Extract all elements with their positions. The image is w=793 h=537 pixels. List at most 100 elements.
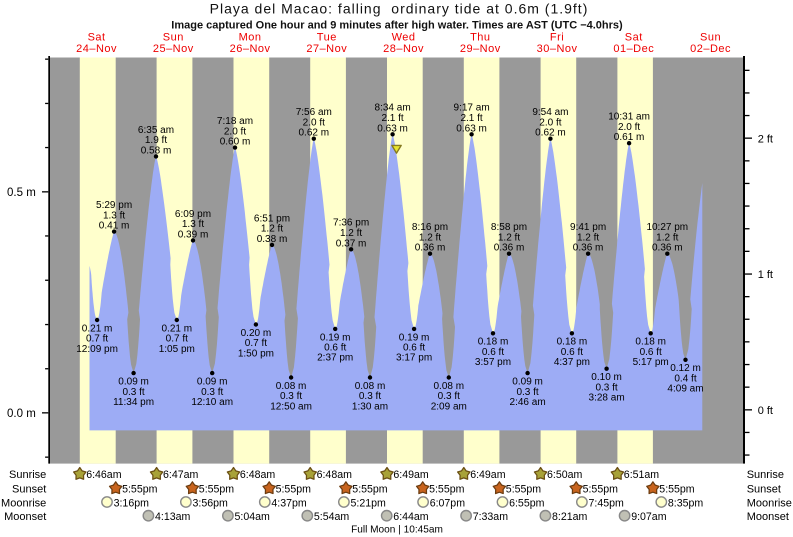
- svg-text:5:55pm: 5:55pm: [122, 483, 158, 495]
- svg-text:0.08 m: 0.08 m: [434, 381, 465, 392]
- svg-text:0.36 m: 0.36 m: [652, 243, 683, 254]
- svg-text:0.09 m: 0.09 m: [197, 377, 228, 388]
- svg-text:Mon: Mon: [239, 32, 262, 44]
- svg-text:Sunset: Sunset: [747, 483, 781, 495]
- svg-text:Thu: Thu: [470, 32, 490, 44]
- svg-text:0.08 m: 0.08 m: [355, 381, 386, 392]
- svg-text:0.6 ft: 0.6 ft: [482, 347, 504, 358]
- svg-text:0.6 ft: 0.6 ft: [324, 343, 346, 354]
- svg-text:0.6 ft: 0.6 ft: [403, 343, 425, 354]
- svg-text:Playa del Macao: falling ordi: Playa del Macao: falling ordinary tide a…: [210, 0, 589, 16]
- svg-text:0.6 ft: 0.6 ft: [561, 347, 583, 358]
- svg-text:6:49am: 6:49am: [470, 469, 506, 481]
- svg-text:1:30 am: 1:30 am: [352, 401, 388, 412]
- svg-text:0.7 ft: 0.7 ft: [86, 334, 108, 345]
- svg-text:27–Nov: 27–Nov: [306, 43, 347, 55]
- svg-text:2.0 ft: 2.0 ft: [224, 126, 246, 137]
- svg-text:5:55pm: 5:55pm: [429, 483, 465, 495]
- svg-text:0.09 m: 0.09 m: [512, 377, 543, 388]
- svg-text:2 ft: 2 ft: [758, 133, 773, 145]
- svg-text:1.2 ft: 1.2 ft: [340, 228, 362, 239]
- svg-text:7:36 pm: 7:36 pm: [333, 218, 369, 229]
- svg-text:1.9 ft: 1.9 ft: [145, 135, 167, 146]
- svg-text:Full Moon | 10:45am: Full Moon | 10:45am: [351, 524, 443, 535]
- svg-text:2.0 ft: 2.0 ft: [539, 117, 561, 128]
- svg-text:Moonset: Moonset: [4, 511, 46, 523]
- svg-text:0.58 m: 0.58 m: [141, 145, 172, 156]
- svg-text:8:21am: 8:21am: [552, 511, 588, 523]
- svg-text:0.5 m: 0.5 m: [7, 187, 36, 199]
- svg-text:2:46 am: 2:46 am: [510, 397, 546, 408]
- svg-text:0.63 m: 0.63 m: [377, 123, 408, 134]
- svg-text:6:48am: 6:48am: [317, 469, 353, 481]
- svg-text:0.41 m: 0.41 m: [99, 221, 130, 232]
- svg-text:5:55pm: 5:55pm: [276, 483, 312, 495]
- svg-text:9:41 pm: 9:41 pm: [570, 222, 606, 233]
- svg-text:0.3 ft: 0.3 ft: [122, 387, 144, 398]
- svg-text:Wed: Wed: [392, 32, 416, 44]
- svg-text:0.10 m: 0.10 m: [591, 372, 622, 383]
- svg-text:1:05 pm: 1:05 pm: [159, 344, 195, 355]
- svg-text:0.19 m: 0.19 m: [399, 332, 430, 343]
- svg-text:1.2 ft: 1.2 ft: [419, 232, 441, 243]
- svg-text:3:16pm: 3:16pm: [114, 497, 150, 509]
- svg-text:1.3 ft: 1.3 ft: [182, 219, 204, 230]
- svg-text:6:55pm: 6:55pm: [509, 497, 545, 509]
- svg-text:2:09 am: 2:09 am: [431, 401, 467, 412]
- svg-text:5:55pm: 5:55pm: [199, 483, 235, 495]
- svg-text:9:17 am: 9:17 am: [454, 103, 490, 114]
- svg-text:24–Nov: 24–Nov: [76, 43, 117, 55]
- svg-text:1.3 ft: 1.3 ft: [103, 210, 125, 221]
- svg-text:3:17 pm: 3:17 pm: [396, 353, 432, 364]
- svg-text:6:51 pm: 6:51 pm: [254, 213, 290, 224]
- svg-text:5:04am: 5:04am: [235, 511, 271, 523]
- svg-text:6:50am: 6:50am: [547, 469, 583, 481]
- svg-text:0.3 ft: 0.3 ft: [516, 387, 538, 398]
- svg-text:6:49am: 6:49am: [393, 469, 429, 481]
- svg-text:25–Nov: 25–Nov: [153, 43, 194, 55]
- svg-text:0.63 m: 0.63 m: [456, 123, 487, 134]
- svg-text:9:54 am: 9:54 am: [532, 107, 568, 118]
- svg-text:30–Nov: 30–Nov: [537, 43, 578, 55]
- svg-text:0.38 m: 0.38 m: [257, 234, 288, 245]
- svg-text:2.0 ft: 2.0 ft: [303, 117, 325, 128]
- svg-text:0.7 ft: 0.7 ft: [166, 334, 188, 345]
- svg-text:Moonrise: Moonrise: [1, 497, 46, 509]
- svg-text:0.20 m: 0.20 m: [241, 328, 272, 339]
- svg-text:Sunrise: Sunrise: [9, 469, 46, 481]
- svg-text:6:51am: 6:51am: [624, 469, 660, 481]
- svg-text:5:55pm: 5:55pm: [583, 483, 619, 495]
- svg-text:5:55pm: 5:55pm: [352, 483, 388, 495]
- svg-text:5:55pm: 5:55pm: [506, 483, 542, 495]
- svg-text:0.3 ft: 0.3 ft: [438, 391, 460, 402]
- svg-text:4:37 pm: 4:37 pm: [554, 357, 590, 368]
- svg-text:0.08 m: 0.08 m: [276, 381, 307, 392]
- svg-text:Sat: Sat: [88, 32, 106, 44]
- svg-text:0.18 m: 0.18 m: [478, 337, 509, 348]
- svg-text:8:16 pm: 8:16 pm: [412, 222, 448, 233]
- svg-text:0.7 ft: 0.7 ft: [245, 338, 267, 349]
- svg-text:5:55pm: 5:55pm: [659, 483, 695, 495]
- svg-text:11:34 pm: 11:34 pm: [113, 397, 154, 408]
- svg-text:6:44am: 6:44am: [393, 511, 429, 523]
- svg-text:4:09 am: 4:09 am: [667, 384, 703, 395]
- svg-text:4:37pm: 4:37pm: [271, 497, 307, 509]
- svg-text:3:57 pm: 3:57 pm: [475, 357, 511, 368]
- svg-text:28–Nov: 28–Nov: [383, 43, 424, 55]
- svg-text:0.21 m: 0.21 m: [82, 323, 113, 334]
- svg-text:0.18 m: 0.18 m: [635, 337, 666, 348]
- svg-text:29–Nov: 29–Nov: [460, 43, 501, 55]
- svg-text:1.2 ft: 1.2 ft: [577, 232, 599, 243]
- svg-text:7:33am: 7:33am: [473, 511, 509, 523]
- svg-text:3:56pm: 3:56pm: [193, 497, 229, 509]
- svg-text:Moonrise: Moonrise: [747, 497, 792, 509]
- svg-text:12:10 am: 12:10 am: [191, 397, 233, 408]
- svg-text:Tue: Tue: [317, 32, 337, 44]
- svg-text:0.3 ft: 0.3 ft: [595, 382, 617, 393]
- svg-text:0.21 m: 0.21 m: [162, 323, 193, 334]
- svg-text:5:17 pm: 5:17 pm: [633, 357, 669, 368]
- svg-text:Fri: Fri: [550, 32, 564, 44]
- svg-text:7:45pm: 7:45pm: [589, 497, 625, 509]
- svg-text:0.6 ft: 0.6 ft: [640, 347, 662, 358]
- svg-text:0.3 ft: 0.3 ft: [280, 391, 302, 402]
